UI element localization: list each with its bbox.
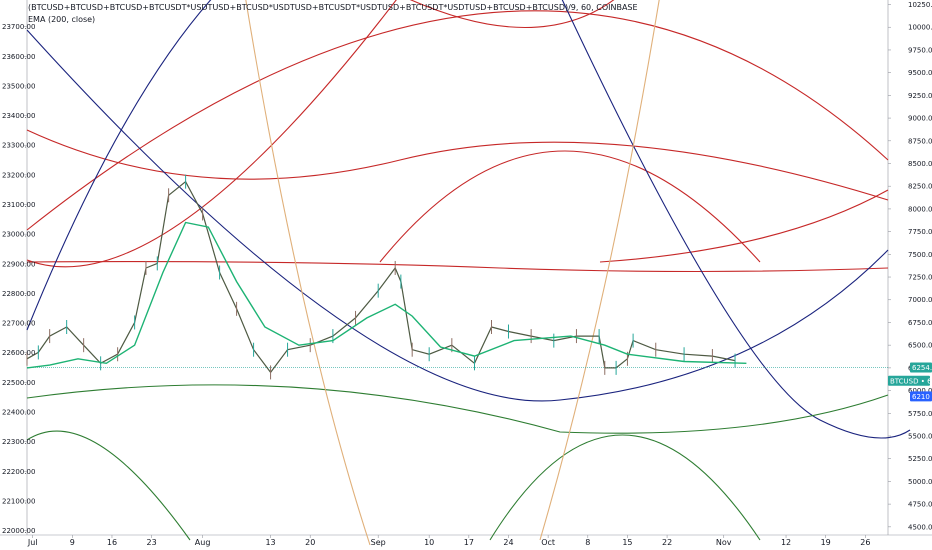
navy-curve-2 — [26, 0, 212, 331]
x-tick-label-14: 22 — [662, 538, 672, 547]
x-tick-label-0: Jul — [27, 538, 38, 547]
ema-line — [26, 221, 747, 369]
red-arc-top-2 — [26, 10, 889, 231]
price-badge-bg-1 — [888, 375, 930, 386]
right-tick-label-23: 4500.00 — [908, 523, 932, 531]
left-tick-label-5: 23200.00 — [2, 171, 35, 179]
right-tick-label-18: 5750.00 — [908, 410, 932, 418]
x-tick-label-9: 17 — [464, 538, 474, 547]
x-tick-label-1: 9 — [70, 538, 75, 547]
left-tick-label-8: 22900.00 — [2, 260, 35, 268]
right-tick-label-14: 6750.00 — [908, 319, 932, 327]
x-tick-label-8: 10 — [424, 538, 434, 547]
green-curve-2 — [26, 430, 191, 541]
right-tick-label-11: 7500.00 — [908, 251, 932, 259]
x-tick-label-11: Oct — [541, 538, 555, 547]
x-tick-label-17: 19 — [821, 538, 831, 547]
left-tick-label-13: 22400.00 — [2, 408, 35, 416]
x-tick-label-12: 8 — [585, 538, 590, 547]
x-tick-label-10: 24 — [503, 538, 513, 547]
tan-curve-2 — [539, 0, 660, 541]
right-tick-label-5: 9000.00 — [908, 115, 932, 123]
navy-curve-1 — [26, 29, 889, 402]
red-arc-6 — [379, 150, 761, 263]
chart-title: (BTCUSD+BTCUSD+BTCUSD+BTCUSDT*USDTUSD+BT… — [28, 3, 638, 12]
right-tick-label-20: 5250.00 — [908, 455, 932, 463]
right-tick-label-22: 4750.00 — [908, 501, 932, 509]
price-badge-bg-2 — [910, 391, 932, 402]
x-tick-label-3: 23 — [147, 538, 157, 547]
left-tick-label-12: 22500.00 — [2, 379, 35, 387]
left-tick-label-0: 23700.00 — [2, 23, 35, 31]
right-tick-label-6: 8750.00 — [908, 137, 932, 145]
right-tick-label-21: 5000.00 — [908, 478, 932, 486]
right-tick-label-4: 9250.00 — [908, 92, 932, 100]
x-tick-label-15: Nov — [716, 538, 732, 547]
left-tick-label-9: 22800.00 — [2, 290, 35, 298]
right-tick-label-9: 8000.00 — [908, 205, 932, 213]
left-tick-label-3: 23400.00 — [2, 112, 35, 120]
left-tick-label-10: 22700.00 — [2, 320, 35, 328]
left-tick-label-1: 23600.00 — [2, 53, 35, 61]
right-tick-label-0: 10250.00 — [908, 1, 932, 9]
left-tick-label-16: 22100.00 — [2, 497, 35, 505]
price-badge-bg-0 — [910, 362, 932, 373]
right-tick-label-19: 5500.00 — [908, 432, 932, 440]
green-curve-1 — [26, 384, 889, 434]
green-curve-3 — [489, 434, 761, 541]
left-tick-label-4: 23300.00 — [2, 142, 35, 150]
x-tick-label-7: Sep — [371, 538, 386, 547]
left-tick-label-17: 22000.00 — [2, 527, 35, 535]
right-tick-label-8: 8250.00 — [908, 183, 932, 191]
right-tick-label-17: 6000.00 — [908, 387, 932, 395]
x-tick-label-6: 20 — [305, 538, 315, 547]
red-arc-top-1 — [409, 0, 615, 29]
price-badge-label-1: BTCUSD • 6335.75 — [890, 377, 932, 385]
price-badge-label-2: 6210 — [912, 393, 930, 401]
red-arc-4 — [26, 0, 397, 268]
right-tick-label-7: 8500.00 — [908, 160, 932, 168]
x-tick-label-4: Aug — [195, 538, 211, 547]
left-tick-label-7: 23000.00 — [2, 231, 35, 239]
price-badge-label-0: 6254.64 — [912, 364, 932, 372]
tan-curve-1 — [245, 0, 371, 546]
red-arc-7 — [599, 189, 889, 263]
red-arc-5 — [26, 261, 889, 273]
left-tick-label-2: 23500.00 — [2, 82, 35, 90]
right-tick-label-2: 9750.00 — [908, 46, 932, 54]
price-series-line — [26, 180, 736, 374]
left-tick-label-6: 23100.00 — [2, 201, 35, 209]
x-tick-label-16: 12 — [781, 538, 791, 547]
x-tick-label-2: 16 — [107, 538, 117, 547]
right-tick-label-10: 7750.00 — [908, 228, 932, 236]
navy-curve-3 — [561, 0, 911, 439]
x-tick-label-13: 15 — [622, 538, 632, 547]
right-tick-label-3: 9500.00 — [908, 69, 932, 77]
right-tick-label-12: 7250.00 — [908, 274, 932, 282]
left-tick-label-11: 22600.00 — [2, 349, 35, 357]
left-tick-label-15: 22200.00 — [2, 468, 35, 476]
left-tick-label-14: 22300.00 — [2, 438, 35, 446]
x-tick-label-18: 26 — [860, 538, 870, 547]
x-tick-label-5: 13 — [265, 538, 275, 547]
right-tick-label-15: 6500.00 — [908, 342, 932, 350]
red-arc-3 — [26, 129, 889, 201]
right-tick-label-13: 7000.00 — [908, 296, 932, 304]
right-tick-label-1: 10000.00 — [908, 24, 932, 32]
ema-legend-label: EMA (200, close) — [28, 15, 96, 24]
